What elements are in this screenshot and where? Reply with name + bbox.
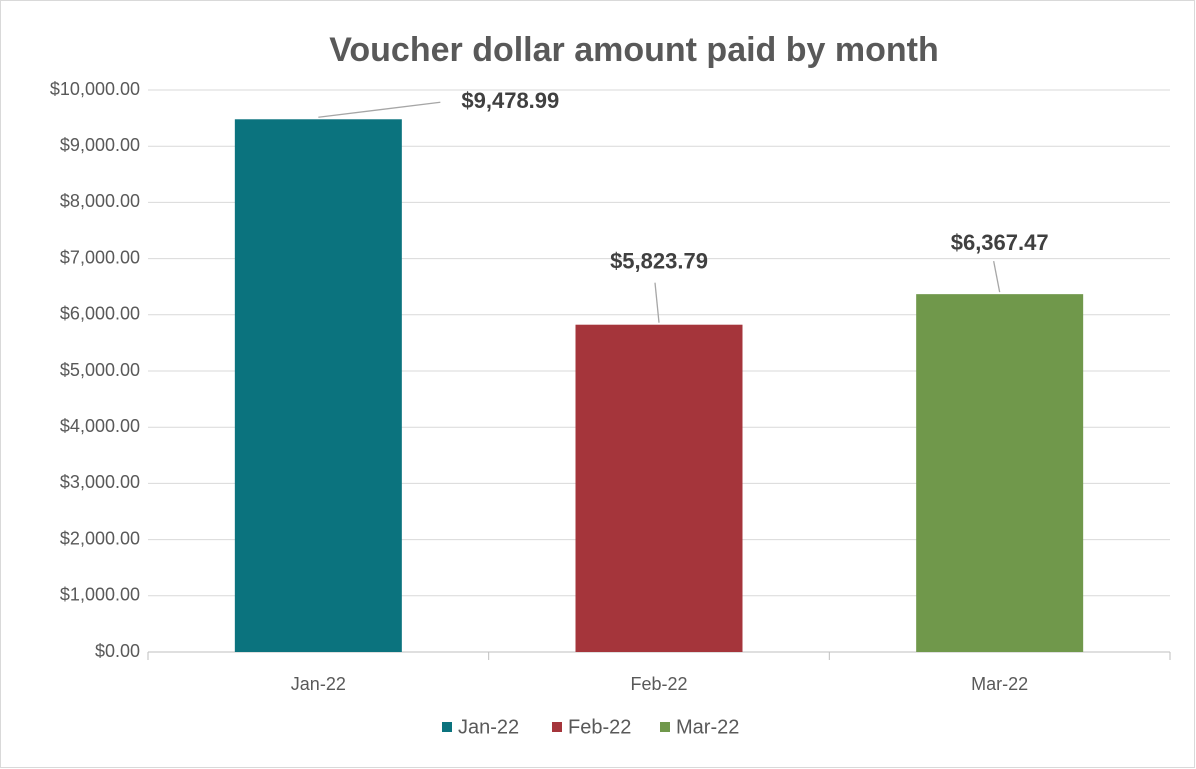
y-tick-label: $8,000.00	[60, 191, 140, 211]
bar	[916, 294, 1084, 652]
y-tick-label: $3,000.00	[60, 472, 140, 492]
legend-swatch	[552, 722, 562, 732]
y-tick-label: $2,000.00	[60, 528, 140, 548]
data-label: $9,478.99	[461, 88, 559, 113]
x-tick-label: Feb-22	[630, 674, 687, 694]
data-label: $5,823.79	[610, 249, 708, 274]
legend-label: Jan-22	[458, 716, 519, 738]
x-tick-label: Jan-22	[291, 674, 346, 694]
leader-line	[993, 261, 1001, 293]
legend-label: Feb-22	[568, 716, 631, 738]
legend-swatch	[660, 722, 670, 732]
y-tick-label: $4,000.00	[60, 416, 140, 436]
y-tick-label: $0.00	[95, 641, 140, 661]
data-label: $6,367.47	[951, 230, 1049, 255]
y-tick-label: $5,000.00	[60, 360, 140, 380]
x-tick-label: Mar-22	[971, 674, 1028, 694]
leader-line	[654, 282, 660, 323]
y-tick-label: $10,000.00	[50, 79, 140, 99]
y-tick-label: $9,000.00	[60, 135, 140, 155]
y-tick-label: $7,000.00	[60, 247, 140, 267]
leader-line	[318, 101, 441, 118]
bar	[575, 324, 743, 652]
y-tick-label: $1,000.00	[60, 585, 140, 605]
bar	[234, 119, 402, 652]
legend-swatch	[442, 722, 452, 732]
y-tick-label: $6,000.00	[60, 304, 140, 324]
legend-label: Mar-22	[676, 716, 739, 738]
chart-title: Voucher dollar amount paid by month	[329, 31, 939, 69]
